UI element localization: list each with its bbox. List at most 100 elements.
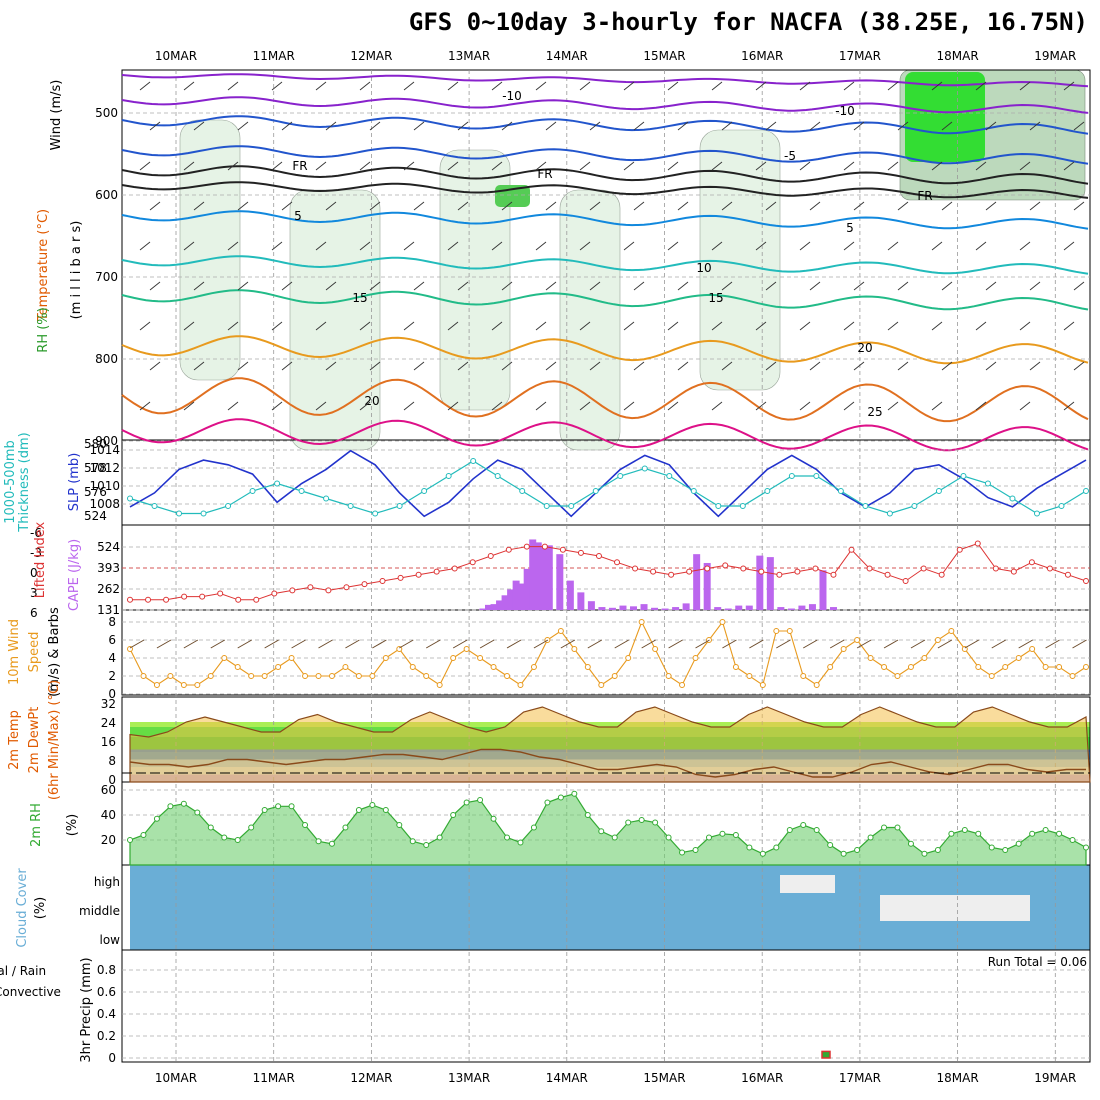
lifted-index-point xyxy=(992,565,999,572)
thickness-tick: 578 xyxy=(84,461,107,475)
wind-barb xyxy=(897,281,909,291)
wind-barb xyxy=(227,81,239,91)
cape-bar xyxy=(501,595,509,610)
rh-point xyxy=(867,834,874,841)
lifted-index-point xyxy=(343,584,350,591)
wind-barb xyxy=(545,361,557,371)
thickness-tick: 576 xyxy=(84,485,107,499)
wind-speed-point xyxy=(934,637,941,643)
wind-barb xyxy=(667,81,679,91)
wind-speed-point xyxy=(140,673,147,679)
wind-barb xyxy=(457,361,469,371)
lifted-index-point xyxy=(920,565,927,572)
thickness-point xyxy=(1009,495,1016,502)
cape-bar xyxy=(745,605,753,610)
lifted-index-point xyxy=(938,571,945,578)
wind-barb xyxy=(985,281,997,291)
wind-speed-point xyxy=(180,682,187,688)
wind-barb xyxy=(975,321,987,331)
wind-barb xyxy=(237,121,249,131)
surface-wind-barb xyxy=(722,639,737,649)
thickness-point xyxy=(494,473,501,479)
wind-speed-point xyxy=(652,646,659,652)
rh-point xyxy=(1069,837,1076,843)
wind-barb xyxy=(711,81,723,91)
wind-barb xyxy=(1063,161,1075,171)
wind-speed-point xyxy=(530,664,537,670)
wind-speed-point xyxy=(746,673,753,679)
rh-point xyxy=(813,827,820,833)
isotherm-label: 5 xyxy=(846,221,854,235)
cape-bar xyxy=(808,604,816,610)
wind-barb xyxy=(711,321,723,331)
surface-wind-barb xyxy=(237,639,252,649)
cape-bar xyxy=(714,607,722,610)
cape-bar xyxy=(523,568,531,610)
lifted-index-point xyxy=(614,559,621,566)
surface-wind-barb xyxy=(991,639,1006,649)
lifted-tick: 6 xyxy=(30,606,38,620)
wind-barb xyxy=(403,401,415,411)
rh-point xyxy=(827,842,834,848)
temp-band xyxy=(130,722,1090,727)
rh-point xyxy=(665,834,672,841)
cape-bar xyxy=(566,580,574,610)
date-label-top: 13MAR xyxy=(448,49,490,63)
wind-barb xyxy=(535,241,547,251)
wind-speed-point xyxy=(988,673,995,679)
wind-speed-point xyxy=(1069,673,1076,679)
rh-point xyxy=(988,844,995,851)
thickness-point xyxy=(837,488,844,494)
rh-point xyxy=(800,822,807,828)
wind-barb xyxy=(887,401,899,411)
isotherm-label: 20 xyxy=(364,394,379,408)
wind-speed-point xyxy=(773,628,780,634)
surface-wind-barb xyxy=(668,639,683,649)
lifted-index-point xyxy=(289,587,296,594)
date-label-top: 11MAR xyxy=(253,49,295,63)
wind-barb xyxy=(809,281,821,291)
cape-bar xyxy=(534,542,542,610)
lifted-index-point xyxy=(595,553,602,559)
date-label-bottom: 18MAR xyxy=(937,1071,979,1085)
wind-barb xyxy=(271,401,283,411)
isotherm-label: -10 xyxy=(835,104,855,118)
isotherm-line xyxy=(121,289,1089,311)
wind-barb xyxy=(227,401,239,411)
cape-bar xyxy=(608,607,616,610)
rh-point xyxy=(302,822,309,828)
thickness-point xyxy=(592,488,599,494)
wind-tick: 4 xyxy=(108,651,116,665)
rh-point xyxy=(369,802,376,808)
rh-point xyxy=(396,822,403,828)
slp-tick: 1014 xyxy=(89,443,120,457)
wind-barb xyxy=(227,241,239,251)
thickness-point xyxy=(543,503,550,509)
wind-speed-point xyxy=(625,655,632,661)
rh-shade-max xyxy=(905,72,985,162)
wind-barb xyxy=(887,161,899,171)
wind-barb xyxy=(1019,321,1031,331)
cape-bar xyxy=(518,583,526,610)
thickness-point xyxy=(396,503,403,509)
cape-bar xyxy=(693,554,701,610)
wind-barb xyxy=(457,281,469,291)
surface-wind-barb xyxy=(452,639,468,649)
wind-barb xyxy=(853,281,865,291)
wind-barb xyxy=(447,401,459,411)
wind-barb xyxy=(139,321,151,331)
wind-speed-point xyxy=(234,664,241,670)
wind-barb xyxy=(589,121,601,131)
surface-wind-barb xyxy=(587,639,603,649)
wind-barb xyxy=(941,121,953,131)
lifted-index-point xyxy=(974,540,981,547)
rh-point xyxy=(234,837,241,843)
cloud-level-label: low xyxy=(100,933,121,947)
thickness-point xyxy=(813,473,820,479)
isotherm-label: 25 xyxy=(867,405,882,419)
rh-point xyxy=(530,824,537,831)
lifted-index-point xyxy=(433,568,440,575)
wind-ylabel: (m/s) & Barbs xyxy=(47,607,62,697)
cloud-level-label: middle xyxy=(79,904,120,918)
wind-barb xyxy=(1019,81,1031,91)
